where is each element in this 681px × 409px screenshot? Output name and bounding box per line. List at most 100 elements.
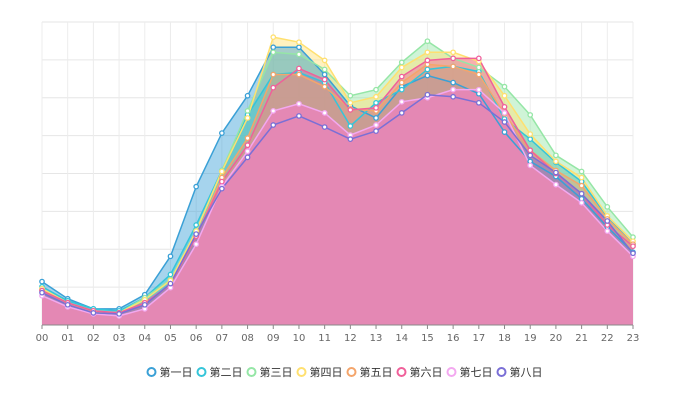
data-point[interactable]: [553, 169, 559, 176]
data-point[interactable]: [219, 178, 225, 185]
data-point[interactable]: [296, 71, 302, 78]
data-point[interactable]: [424, 38, 431, 45]
data-point[interactable]: [450, 63, 456, 70]
data-point[interactable]: [270, 44, 277, 51]
data-point[interactable]: [270, 108, 277, 114]
data-point[interactable]: [270, 34, 277, 41]
data-point[interactable]: [527, 136, 534, 143]
data-point[interactable]: [398, 98, 405, 105]
data-point[interactable]: [296, 100, 302, 107]
data-point[interactable]: [321, 110, 328, 116]
data-point[interactable]: [424, 72, 431, 79]
data-point[interactable]: [321, 66, 328, 73]
data-point[interactable]: [578, 168, 585, 175]
data-point[interactable]: [321, 124, 328, 130]
data-point[interactable]: [270, 49, 277, 56]
legend[interactable]: 第一日 第二日 第三日 第四日 第五日 第六日 第七日 第八日: [146, 365, 543, 379]
data-point[interactable]: [296, 44, 302, 51]
data-point[interactable]: [296, 65, 302, 72]
data-point[interactable]: [219, 130, 225, 136]
legend-item-3[interactable]: 第三日: [246, 365, 293, 379]
data-point[interactable]: [321, 76, 328, 83]
data-point[interactable]: [244, 154, 251, 161]
data-point[interactable]: [398, 73, 405, 80]
data-point[interactable]: [553, 152, 559, 159]
data-point[interactable]: [450, 93, 456, 100]
data-point[interactable]: [501, 83, 508, 90]
data-point[interactable]: [321, 71, 328, 78]
data-point[interactable]: [527, 152, 534, 159]
data-point[interactable]: [501, 92, 508, 99]
data-point[interactable]: [219, 168, 225, 175]
data-point[interactable]: [604, 228, 611, 234]
data-point[interactable]: [527, 147, 534, 154]
data-point[interactable]: [193, 222, 200, 228]
legend-item-6[interactable]: 第六日: [396, 365, 443, 379]
data-point[interactable]: [527, 131, 534, 137]
data-point[interactable]: [553, 158, 559, 165]
data-point[interactable]: [90, 310, 97, 316]
data-point[interactable]: [373, 115, 379, 121]
data-point[interactable]: [219, 185, 225, 192]
data-point[interactable]: [630, 250, 636, 257]
data-point[interactable]: [296, 39, 302, 46]
data-point[interactable]: [296, 113, 302, 119]
data-point[interactable]: [475, 71, 482, 78]
data-point[interactable]: [116, 311, 122, 317]
data-point[interactable]: [270, 84, 277, 91]
data-point[interactable]: [424, 66, 431, 73]
data-point[interactable]: [373, 93, 379, 100]
legend-item-8[interactable]: 第八日: [496, 365, 543, 379]
data-point[interactable]: [321, 57, 328, 64]
data-point[interactable]: [398, 64, 405, 71]
data-point[interactable]: [450, 55, 456, 62]
data-point[interactable]: [373, 128, 379, 134]
data-point[interactable]: [604, 203, 611, 210]
data-point[interactable]: [501, 103, 508, 110]
data-point[interactable]: [244, 148, 251, 155]
legend-item-1[interactable]: 第一日: [146, 365, 193, 379]
data-point[interactable]: [604, 218, 611, 224]
data-point[interactable]: [167, 280, 174, 287]
data-point[interactable]: [450, 49, 456, 56]
data-point[interactable]: [373, 105, 379, 111]
data-point[interactable]: [167, 253, 174, 260]
data-point[interactable]: [373, 99, 379, 106]
data-point[interactable]: [450, 79, 456, 86]
data-point[interactable]: [347, 136, 354, 143]
data-point[interactable]: [527, 162, 534, 169]
data-point[interactable]: [398, 86, 405, 93]
data-point[interactable]: [193, 241, 200, 248]
data-point[interactable]: [193, 183, 200, 190]
data-point[interactable]: [347, 107, 354, 113]
data-point[interactable]: [501, 110, 508, 116]
data-point[interactable]: [475, 55, 482, 62]
data-point[interactable]: [475, 64, 482, 71]
data-point[interactable]: [347, 99, 354, 106]
data-point[interactable]: [527, 112, 534, 118]
data-point[interactable]: [398, 110, 405, 116]
data-point[interactable]: [64, 301, 71, 308]
data-point[interactable]: [193, 231, 200, 237]
data-point[interactable]: [578, 182, 585, 189]
legend-item-4[interactable]: 第四日: [296, 365, 343, 379]
data-point[interactable]: [553, 181, 559, 188]
data-point[interactable]: [475, 86, 482, 93]
data-point[interactable]: [321, 83, 328, 90]
data-point[interactable]: [270, 71, 277, 78]
data-point[interactable]: [373, 86, 379, 93]
data-point[interactable]: [398, 79, 405, 86]
data-point[interactable]: [347, 123, 354, 129]
data-point[interactable]: [501, 129, 508, 135]
data-point[interactable]: [424, 91, 431, 98]
legend-item-2[interactable]: 第二日: [196, 365, 243, 379]
data-point[interactable]: [578, 190, 585, 197]
data-point[interactable]: [244, 92, 251, 99]
data-point[interactable]: [347, 92, 354, 99]
data-point[interactable]: [244, 135, 251, 141]
data-point[interactable]: [141, 301, 148, 308]
data-point[interactable]: [578, 174, 585, 181]
data-point[interactable]: [39, 278, 45, 285]
data-point[interactable]: [398, 59, 405, 66]
data-point[interactable]: [424, 49, 431, 56]
